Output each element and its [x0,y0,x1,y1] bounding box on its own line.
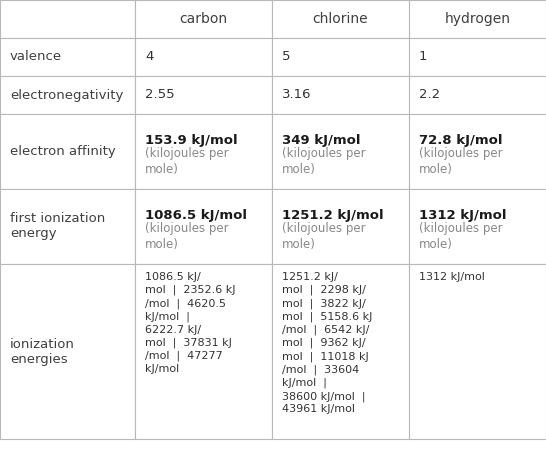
Text: (kilojoules per
mole): (kilojoules per mole) [145,147,229,176]
Text: 1251.2 kJ/mol: 1251.2 kJ/mol [282,209,384,222]
Bar [135,114,272,189]
Bar [272,76,409,114]
Text: 1251.2 kJ/
mol  |  2298 kJ/
mol  |  3822 kJ/
mol  |  5158.6 kJ
/mol  |  6542 kJ/: 1251.2 kJ/ mol | 2298 kJ/ mol | 3822 kJ/… [282,272,372,415]
Text: 72.8 kJ/mol: 72.8 kJ/mol [419,134,502,147]
Text: chlorine: chlorine [313,12,369,26]
Bar [409,38,546,76]
Text: (kilojoules per
mole): (kilojoules per mole) [145,222,229,251]
Bar [0,114,135,189]
Text: 1: 1 [419,50,428,64]
Bar [272,264,409,439]
Bar [409,189,546,264]
Text: 349 kJ/mol: 349 kJ/mol [282,134,360,147]
Bar [272,38,409,76]
Text: 153.9 kJ/mol: 153.9 kJ/mol [145,134,238,147]
Bar [135,38,272,76]
Bar [0,38,135,76]
Text: 4: 4 [145,50,153,64]
Bar [135,189,272,264]
Text: electron affinity: electron affinity [10,145,116,158]
Bar [0,264,135,439]
Text: hydrogen: hydrogen [444,12,511,26]
Text: electronegativity: electronegativity [10,89,123,102]
Bar [0,0,135,38]
Bar [135,76,272,114]
Text: 1312 kJ/mol: 1312 kJ/mol [419,272,485,282]
Bar [272,114,409,189]
Bar [272,0,409,38]
Text: 1086.5 kJ/mol: 1086.5 kJ/mol [145,209,247,222]
Text: valence: valence [10,50,62,64]
Text: 2.2: 2.2 [419,89,440,102]
Text: 1086.5 kJ/
mol  |  2352.6 kJ
/mol  |  4620.5
kJ/mol  |
6222.7 kJ/
mol  |  37831 : 1086.5 kJ/ mol | 2352.6 kJ /mol | 4620.5… [145,272,235,374]
Text: carbon: carbon [180,12,228,26]
Bar [409,114,546,189]
Bar [409,76,546,114]
Bar [135,0,272,38]
Text: 1312 kJ/mol: 1312 kJ/mol [419,209,507,222]
Bar [409,264,546,439]
Bar [135,264,272,439]
Text: 5: 5 [282,50,290,64]
Text: (kilojoules per
mole): (kilojoules per mole) [419,147,503,176]
Text: 3.16: 3.16 [282,89,312,102]
Bar [0,189,135,264]
Bar [409,0,546,38]
Bar [272,189,409,264]
Text: 2.55: 2.55 [145,89,175,102]
Text: (kilojoules per
mole): (kilojoules per mole) [282,147,366,176]
Text: first ionization
energy: first ionization energy [10,212,105,241]
Text: ionization
energies: ionization energies [10,337,75,365]
Bar [0,76,135,114]
Text: (kilojoules per
mole): (kilojoules per mole) [419,222,503,251]
Text: (kilojoules per
mole): (kilojoules per mole) [282,222,366,251]
